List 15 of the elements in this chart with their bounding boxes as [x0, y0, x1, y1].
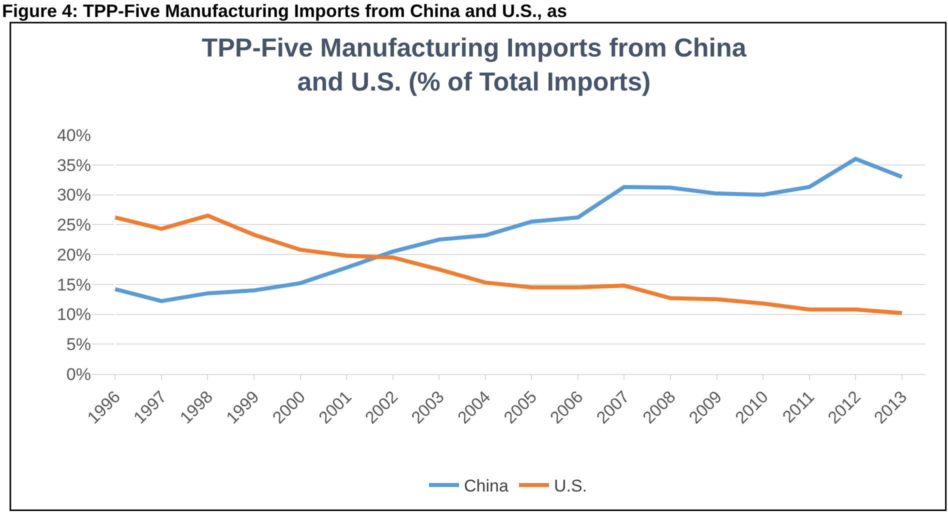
line-series — [113, 156, 904, 304]
y-tick-label: 10% — [56, 305, 91, 324]
y-tick-label: 15% — [56, 275, 91, 294]
y-tick-label: 40% — [56, 126, 91, 145]
y-tick-label: 25% — [56, 216, 91, 235]
y-tick-label: 35% — [56, 156, 91, 175]
line-series — [113, 214, 904, 316]
chart-title: TPP-Five Manufacturing Imports from China and U.S. (% of Total Imports) — [202, 32, 747, 96]
y-tick-label: 30% — [56, 186, 91, 205]
legend-label: China — [464, 476, 509, 496]
y-tick-label: 5% — [66, 335, 91, 354]
y-tick-label: 20% — [56, 245, 91, 264]
y-tick-label: 0% — [66, 364, 91, 384]
legend-label: U.S. — [554, 476, 588, 496]
caption: Figure 4: TPP-Five Manufacturing Imports from China and U.S., as — [2, 1, 568, 21]
